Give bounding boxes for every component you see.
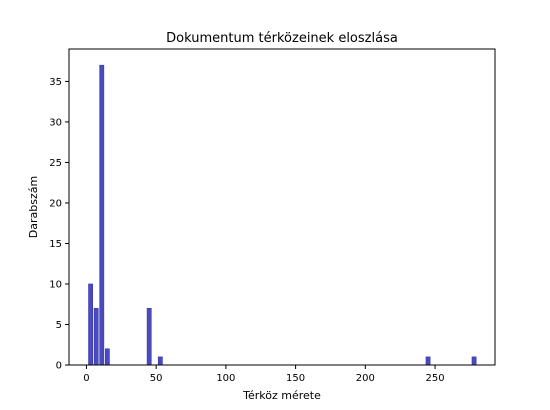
bar-2	[99, 64, 105, 366]
x-tick-label: 150	[286, 373, 305, 384]
x-tick-label: 0	[83, 373, 89, 384]
bars-group	[88, 64, 477, 366]
y-tick-label: 30	[49, 117, 62, 128]
x-tick-label: 250	[425, 373, 444, 384]
y-tick-label: 0	[56, 361, 62, 372]
plot-frame	[68, 48, 496, 366]
bar-7	[471, 356, 477, 366]
x-tick-label: 50	[150, 373, 163, 384]
y-tick-label: 5	[56, 320, 62, 331]
x-axis-label: Térköz mérete	[242, 389, 321, 402]
bar-4	[146, 307, 152, 366]
y-axis-ticks: 0 5 10 15 20 25 30 35	[49, 77, 69, 372]
chart-title: Dokumentum térközeinek eloszlása	[166, 31, 398, 46]
bar-3	[104, 348, 110, 366]
x-tick-label: 200	[356, 373, 375, 384]
bar-1	[93, 307, 99, 366]
y-tick-label: 10	[49, 279, 62, 290]
y-axis-label: Darabszám	[27, 176, 40, 238]
y-tick-label: 25	[49, 158, 62, 169]
y-tick-label: 15	[49, 239, 62, 250]
bar-5	[157, 356, 163, 366]
y-tick-label: 35	[49, 77, 62, 88]
bar-6	[425, 356, 431, 366]
y-tick-label: 20	[49, 198, 62, 209]
x-tick-label: 100	[216, 373, 235, 384]
x-axis-ticks: 0 50 100 150 200 250	[83, 365, 445, 384]
bar-0	[88, 283, 94, 366]
